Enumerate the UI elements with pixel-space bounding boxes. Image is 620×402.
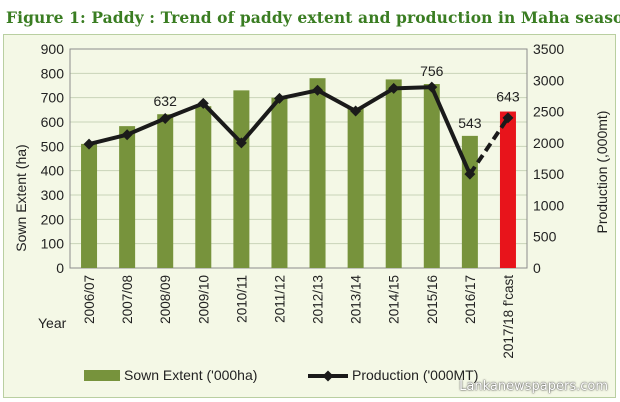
y2-tick-label: 0: [533, 260, 541, 276]
production-marker: [502, 112, 514, 124]
bar: [385, 79, 402, 269]
x-axis-label: Year: [38, 315, 67, 331]
data-label: 756: [420, 63, 444, 79]
x-tick-label: 2012/13: [311, 275, 326, 324]
bar: [309, 78, 326, 268]
x-tick-label: 2010/11: [234, 275, 249, 323]
x-tick-label: 2011/12: [272, 275, 287, 323]
bar: [195, 106, 212, 268]
legend-line-marker: [322, 370, 334, 382]
y-tick-label: 100: [41, 236, 65, 252]
production-marker: [464, 168, 476, 180]
legend-bar-swatch: [84, 370, 120, 381]
y-tick-label: 200: [41, 211, 65, 227]
x-tick-label: 2013/14: [349, 275, 364, 324]
y-tick-label: 500: [41, 138, 65, 154]
y-axis-label: Sown Extent (ha): [13, 144, 29, 251]
bar: [347, 107, 364, 269]
data-label: 643: [496, 89, 520, 105]
y2-tick-label: 1000: [533, 197, 564, 213]
production-marker: [350, 105, 362, 117]
bar: [81, 143, 98, 268]
x-tick-label: 2006/07: [82, 275, 97, 324]
production-marker: [197, 97, 209, 109]
x-tick-label: 2008/09: [158, 275, 173, 324]
production-marker: [273, 92, 285, 104]
y-tick-label: 400: [41, 163, 65, 179]
legend-bar-label: Sown Extent ('000ha): [124, 367, 257, 383]
production-marker: [83, 138, 95, 150]
y-tick-label: 900: [41, 41, 65, 57]
y-tick-label: 300: [41, 187, 65, 203]
y-tick-label: 600: [41, 114, 65, 130]
bar: [233, 90, 250, 268]
bar: [119, 126, 136, 269]
bar: [499, 111, 516, 268]
data-label: 543: [458, 115, 482, 131]
x-tick-label: 2016/17: [463, 275, 478, 324]
bar: [271, 97, 288, 269]
x-tick-label: 2014/15: [387, 275, 402, 324]
production-marker: [159, 112, 171, 124]
y-tick-label: 700: [41, 90, 65, 106]
plot-frame: [69, 48, 528, 269]
bar: [157, 114, 174, 268]
data-label: 632: [154, 93, 178, 109]
y2-tick-label: 3500: [533, 41, 564, 57]
production-marker: [235, 137, 247, 149]
x-tick-label: 2015/16: [425, 275, 440, 324]
bar: [461, 135, 478, 268]
x-tick-label: 2017/18 f'cast: [501, 275, 516, 359]
x-tick-label: 2009/10: [196, 275, 211, 324]
production-marker: [312, 84, 324, 96]
y2-axis-label: Production (,000mt): [594, 111, 610, 234]
y2-tick-label: 3000: [533, 72, 564, 88]
production-forecast-line: [468, 116, 510, 176]
bar: [423, 84, 440, 268]
x-tick-label: 2007/08: [120, 275, 135, 324]
y-tick-label: 0: [56, 260, 64, 276]
production-marker: [388, 82, 400, 94]
y2-tick-label: 2000: [533, 135, 564, 151]
figure-title: Figure 1: Paddy : Trend of paddy extent …: [6, 8, 620, 27]
legend-line-label: Production ('000MT): [352, 367, 478, 383]
production-marker: [426, 81, 438, 93]
y-tick-label: 800: [41, 65, 65, 81]
watermark: Lankanewspapers.com: [459, 379, 608, 394]
production-marker: [121, 129, 133, 141]
y2-tick-label: 500: [533, 229, 557, 245]
y2-tick-label: 1500: [533, 166, 564, 182]
y2-tick-label: 2500: [533, 104, 564, 120]
